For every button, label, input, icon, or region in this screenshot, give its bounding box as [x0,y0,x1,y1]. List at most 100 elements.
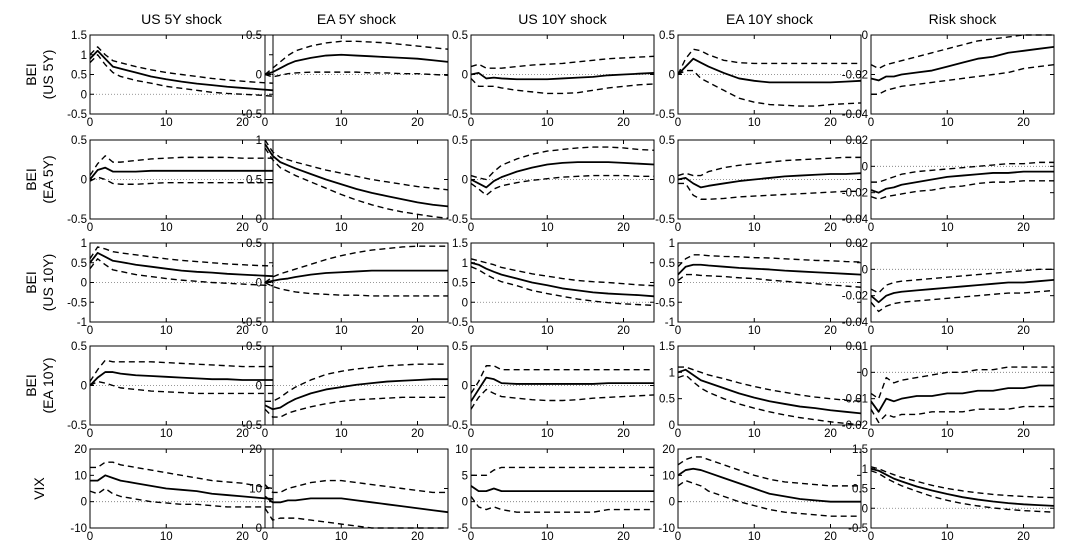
ytick-label: 0 [862,30,868,42]
ytick-label: -0.5 [242,420,262,432]
ytick-label: -0.5 [67,420,87,432]
estimate-line [90,474,274,500]
axes-frame [870,242,1055,323]
xtick-label: 10 [541,325,554,337]
xtick-label: 10 [941,117,954,129]
xtick-label: 10 [541,117,554,129]
xtick-label: 20 [1017,325,1030,337]
ytick-label: 1 [256,135,262,147]
row-label-1-line-0: BEI [23,168,39,191]
ytick-label: 10 [249,484,262,496]
column-title-1: EA 5Y shock [317,11,397,27]
upper-band-line [870,366,1054,400]
row-label-0-line-0: BEI [23,63,39,86]
ytick-label: -0.5 [448,109,468,121]
xtick-label: 20 [411,117,424,129]
xtick-label: 10 [541,428,554,440]
xtick-label: 20 [236,222,249,234]
estimate-line [89,49,274,92]
ytick-label: 5 [462,470,468,482]
xtick-label: 20 [617,428,630,440]
xtick-label: 10 [748,222,761,234]
panel-r1-c4: -0.04 -0.02 0 0.02 0 10 20 [842,135,1055,234]
xtick-label: 20 [617,117,630,129]
estimate-line [264,495,449,514]
upper-band-line [265,363,448,402]
ytick-label: 1.5 [659,341,675,353]
ytick-label: 10 [455,444,468,456]
panel-r2-c1: -0.500.50 10 20 [242,238,449,337]
ytick-label: 0.5 [452,30,468,42]
ytick-label: 10 [662,470,675,482]
xtick-label: 0 [468,222,474,234]
lower-band-line [264,396,448,418]
ytick-label: -0.5 [448,317,468,329]
column-title-4: Risk shock [929,11,998,27]
xtick-label: 10 [160,117,173,129]
panel-r3-c4: -0.02 -0.01 0 0.01 0 10 20 [842,341,1055,440]
upper-band-line [264,40,449,76]
xtick-label: 0 [262,222,268,234]
ytick-label: 0 [81,497,87,509]
ytick-label: 0.5 [852,484,868,496]
ytick-label: 20 [74,444,87,456]
estimate-line [870,45,1055,82]
row-label-3: BEI (EA 10Y) [23,357,56,413]
ytick-label: 0.5 [659,135,675,147]
lower-band-line [870,470,1055,513]
panel-r4-c1: 0 10 20 0 10 20 [249,444,449,543]
ytick-label: 0.02 [846,238,868,250]
xtick-label: 20 [824,428,837,440]
row-label-0: BEI (US 5Y) [23,50,56,100]
ytick-label: 0.5 [452,135,468,147]
ytick-label: 0.5 [659,258,675,270]
row-label-2-line-0: BEI [23,271,39,294]
panel-r0-c3: -0.500.50 10 20 [655,30,862,129]
ytick-label: -0.5 [448,214,468,226]
ytick-label: 0.01 [846,341,868,353]
ytick-label: -0.5 [67,214,87,226]
row-label-2-line-1: (US 10Y) [40,254,56,312]
row-label-4-line-0: VIX [31,477,47,500]
lower-band-line [470,77,655,95]
estimate-line [677,467,861,503]
upper-band-line [89,155,273,176]
xtick-label: 0 [87,222,93,234]
estimate-line [470,161,655,189]
xtick-label: 20 [411,222,424,234]
axes-frame [870,448,1055,529]
xtick-label: 0 [675,325,681,337]
xtick-label: 20 [236,531,249,543]
xtick-label: 20 [411,531,424,543]
xtick-label: 20 [824,325,837,337]
xtick-label: 0 [468,117,474,129]
ytick-label: -0.5 [242,109,262,121]
ytick-label: 1 [669,367,675,379]
estimate-line [677,172,862,189]
xtick-label: 0 [87,117,93,129]
ytick-label: 0.5 [659,394,675,406]
upper-band-line [870,34,1054,70]
xtick-label: 0 [87,531,93,543]
lower-band-line [89,258,274,287]
panel-r1-c2: -0.500.50 10 20 [448,135,655,234]
xtick-label: 0 [675,531,681,543]
lower-band-line [678,182,861,200]
ytick-label: 0 [462,175,468,187]
ytick-label: -1 [665,317,675,329]
estimate-line [677,263,862,276]
xtick-label: 0 [262,325,268,337]
xtick-label: 20 [617,531,630,543]
ytick-label: 0.02 [846,135,868,147]
xtick-label: 10 [941,222,954,234]
row-label-3-line-1: (EA 10Y) [40,357,56,413]
xtick-label: 20 [411,325,424,337]
estimate-line [470,261,655,298]
xtick-label: 20 [617,222,630,234]
ytick-label: -0.02 [842,70,868,82]
ytick-label: 0 [669,497,675,509]
ytick-label: -0.04 [842,109,869,121]
estimate-line [89,166,273,181]
